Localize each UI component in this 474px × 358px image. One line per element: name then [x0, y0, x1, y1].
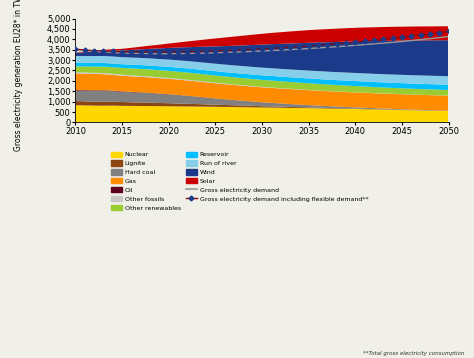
Text: **Total gross electricity consumption: **Total gross electricity consumption [363, 351, 465, 356]
Legend: Nuclear, Lignite, Hard coal, Gas, Oil, Other fossils, Other renewables, Reservoi: Nuclear, Lignite, Hard coal, Gas, Oil, O… [111, 151, 368, 211]
Y-axis label: Gross electricity generation EU28* in TWh: Gross electricity generation EU28* in TW… [14, 0, 23, 151]
